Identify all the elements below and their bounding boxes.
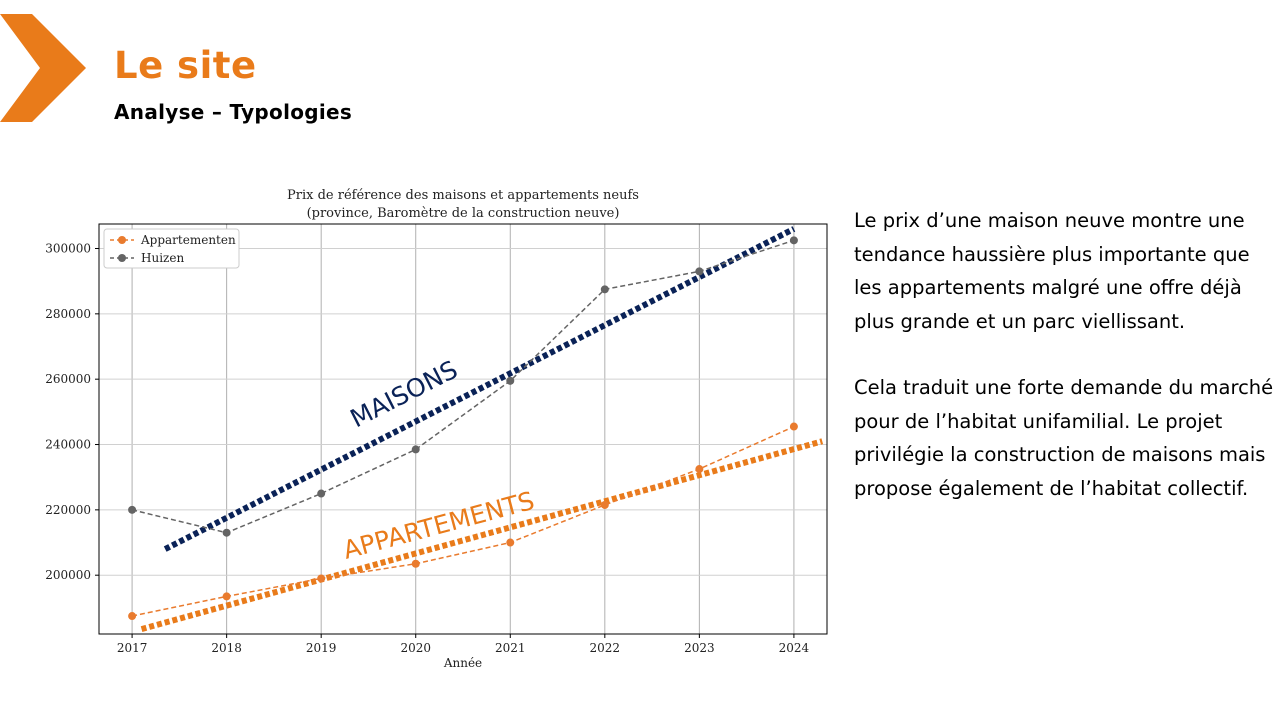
- data-point-appartementen: [506, 538, 515, 547]
- data-point-appartementen: [317, 574, 326, 583]
- trend-label-maisons: MAISONS: [346, 355, 463, 434]
- legend-box: [103, 228, 240, 269]
- trendline-maisons: [163, 226, 796, 552]
- page-title: Le site: [114, 44, 257, 87]
- legend-marker-huizen: [118, 254, 126, 262]
- chart-title-line1: Prix de référence des maisons et apparte…: [287, 188, 639, 203]
- data-point-huizen: [128, 505, 137, 514]
- data-point-appartementen: [128, 612, 137, 621]
- x-tick-label: 2019: [306, 641, 337, 655]
- data-point-appartementen: [222, 592, 231, 601]
- data-point-huizen: [789, 236, 798, 245]
- data-point-huizen: [317, 489, 326, 498]
- page-subtitle: Analyse – Typologies: [114, 100, 353, 124]
- data-point-huizen: [222, 528, 231, 537]
- data-point-huizen: [411, 445, 420, 454]
- chart-title-line2: (province, Baromètre de la construction …: [307, 206, 620, 221]
- legend-label-huizen: Huizen: [141, 251, 184, 265]
- series-line-appartementen: [131, 425, 795, 617]
- data-point-huizen: [506, 376, 515, 385]
- x-tick-label: 2023: [684, 641, 715, 655]
- plot-frame: [98, 223, 828, 635]
- y-tick-label: 200000: [45, 568, 91, 582]
- x-tick-label: 2018: [211, 641, 242, 655]
- legend: Appartementen Huizen: [103, 228, 240, 269]
- x-tick-label: 2024: [779, 641, 810, 655]
- logo-chevron-icon: [0, 14, 86, 122]
- series-line-huizen: [131, 239, 795, 534]
- data-point-appartementen: [789, 422, 798, 431]
- y-tick-label: 280000: [45, 307, 91, 321]
- trendline-appartements: [140, 438, 824, 632]
- paragraph-1: Le prix d’une maison neuve montre une te…: [854, 209, 1250, 333]
- x-tick-label: 2020: [400, 641, 431, 655]
- y-tick-label: 240000: [45, 438, 91, 452]
- x-tick-label: 2021: [495, 641, 526, 655]
- description-text: Le prix d’une maison neuve montre une te…: [854, 204, 1274, 538]
- data-point-huizen: [600, 285, 609, 294]
- paragraph-2: Cela traduit une forte demande du marché…: [854, 376, 1274, 500]
- legend-label-appartementen: Appartementen: [140, 233, 236, 247]
- x-axis-label: Année: [443, 656, 482, 670]
- price-chart: Prix de référence des maisons et apparte…: [45, 188, 828, 670]
- data-point-appartementen: [411, 559, 420, 568]
- data-point-appartementen: [695, 465, 704, 474]
- data-point-appartementen: [600, 500, 609, 509]
- legend-marker-appartementen: [118, 236, 126, 244]
- x-tick-label: 2022: [590, 641, 621, 655]
- y-tick-label: 300000: [45, 242, 91, 256]
- x-tick-label: 2017: [117, 641, 148, 655]
- y-tick-label: 260000: [45, 372, 91, 386]
- y-tick-label: 220000: [45, 503, 91, 517]
- data-point-huizen: [695, 267, 704, 276]
